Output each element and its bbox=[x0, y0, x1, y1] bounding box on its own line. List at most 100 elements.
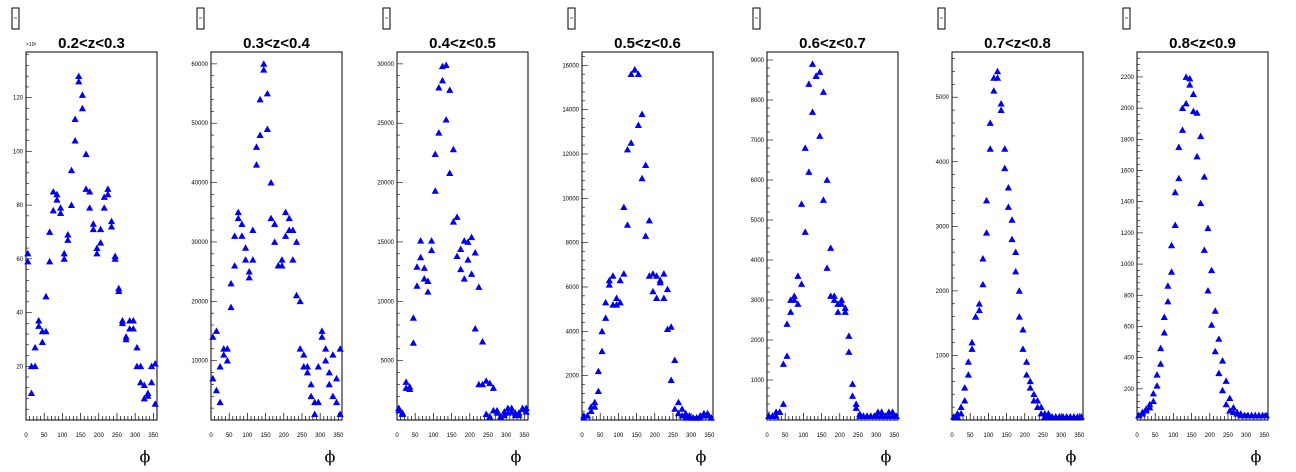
stats-box-icon bbox=[937, 7, 946, 30]
data-point bbox=[1149, 389, 1157, 397]
data-point bbox=[446, 86, 454, 93]
data-point bbox=[409, 314, 417, 321]
data-point bbox=[263, 125, 272, 133]
y-tick-label: 50000 bbox=[191, 121, 208, 127]
data-point bbox=[518, 404, 527, 412]
data-point bbox=[478, 380, 487, 388]
data-point bbox=[1019, 326, 1027, 333]
data-point bbox=[38, 338, 46, 345]
data-point bbox=[1008, 216, 1016, 223]
data-point bbox=[612, 294, 621, 301]
data-point bbox=[623, 221, 632, 228]
plot-frame bbox=[766, 51, 899, 421]
data-point bbox=[417, 237, 425, 244]
data-point bbox=[1204, 224, 1212, 232]
data-point bbox=[1229, 408, 1238, 416]
data-point bbox=[151, 400, 159, 407]
data-point bbox=[281, 208, 290, 216]
data-point bbox=[417, 253, 425, 261]
data-point bbox=[656, 278, 664, 286]
data-point bbox=[779, 400, 787, 407]
data-point bbox=[318, 333, 326, 340]
data-point bbox=[623, 145, 632, 153]
x-tick-label: 250 bbox=[1038, 433, 1049, 439]
data-point bbox=[808, 108, 817, 115]
data-point bbox=[281, 232, 290, 239]
data-point bbox=[848, 392, 857, 399]
data-point bbox=[398, 410, 407, 417]
data-point bbox=[1229, 403, 1238, 411]
data-point bbox=[997, 106, 1005, 113]
data-point bbox=[1149, 397, 1157, 405]
data-point bbox=[216, 362, 224, 370]
data-point bbox=[587, 407, 595, 415]
x-tick-label: 0 bbox=[765, 433, 769, 439]
data-point bbox=[325, 368, 333, 376]
y-tick-label: 60 bbox=[16, 257, 23, 263]
data-point bbox=[1189, 107, 1198, 115]
data-point bbox=[975, 300, 983, 307]
data-point bbox=[64, 236, 72, 243]
data-point bbox=[794, 300, 802, 307]
y-tick-label: 10000 bbox=[191, 359, 208, 365]
y-tick-label: 8000 bbox=[751, 98, 765, 104]
data-point bbox=[1211, 347, 1219, 355]
data-point bbox=[1182, 99, 1190, 107]
data-point bbox=[49, 206, 57, 214]
y-tick-label: 1000 bbox=[751, 378, 765, 384]
data-point bbox=[674, 409, 683, 417]
data-point bbox=[329, 351, 337, 358]
data-point bbox=[827, 244, 835, 251]
data-point bbox=[49, 188, 57, 195]
data-point bbox=[678, 411, 686, 419]
data-point bbox=[464, 256, 472, 263]
panel-title: 0.3<z<0.4 bbox=[243, 35, 310, 52]
data-point bbox=[841, 304, 849, 311]
data-point bbox=[874, 412, 882, 419]
data-point bbox=[431, 150, 439, 157]
data-point bbox=[848, 380, 857, 387]
x-tick-label: 50 bbox=[1152, 433, 1159, 439]
data-point bbox=[787, 308, 795, 315]
data-point bbox=[972, 313, 980, 320]
data-point bbox=[435, 129, 443, 136]
data-point bbox=[300, 351, 308, 358]
data-point bbox=[1207, 321, 1216, 328]
data-point bbox=[693, 414, 701, 421]
data-point bbox=[801, 228, 809, 235]
data-point bbox=[652, 294, 661, 301]
data-point bbox=[147, 362, 156, 370]
data-point bbox=[93, 244, 101, 251]
data-point bbox=[424, 277, 432, 284]
data-point bbox=[805, 168, 813, 175]
data-point bbox=[60, 255, 68, 262]
panel-title: 0.2<z<0.3 bbox=[58, 35, 125, 52]
panel-title: 0.6<z<0.7 bbox=[799, 35, 866, 52]
data-point bbox=[805, 80, 813, 87]
data-point bbox=[307, 392, 315, 400]
x-tick-label: 250 bbox=[112, 433, 123, 439]
data-point bbox=[1153, 382, 1161, 389]
data-point bbox=[779, 360, 787, 367]
data-point bbox=[885, 412, 893, 419]
data-point bbox=[27, 389, 36, 397]
data-point bbox=[993, 74, 1002, 81]
data-point bbox=[406, 385, 414, 393]
x-tick-label: 250 bbox=[483, 433, 494, 439]
data-point bbox=[816, 132, 824, 139]
data-point bbox=[979, 254, 987, 262]
data-point bbox=[1215, 369, 1223, 377]
y-tick-label: 1000 bbox=[1121, 262, 1135, 268]
y-tick-label: 20000 bbox=[191, 299, 208, 305]
data-point bbox=[35, 322, 43, 329]
data-point bbox=[238, 220, 246, 228]
y-tick-label: 15000 bbox=[377, 240, 394, 246]
data-point bbox=[212, 386, 221, 394]
data-point bbox=[1077, 413, 1085, 420]
y-tick-label: 2200 bbox=[1121, 75, 1135, 81]
data-point bbox=[982, 196, 991, 204]
data-point bbox=[96, 239, 105, 246]
data-point bbox=[303, 368, 312, 376]
data-point bbox=[1218, 357, 1227, 364]
data-point bbox=[435, 84, 443, 91]
